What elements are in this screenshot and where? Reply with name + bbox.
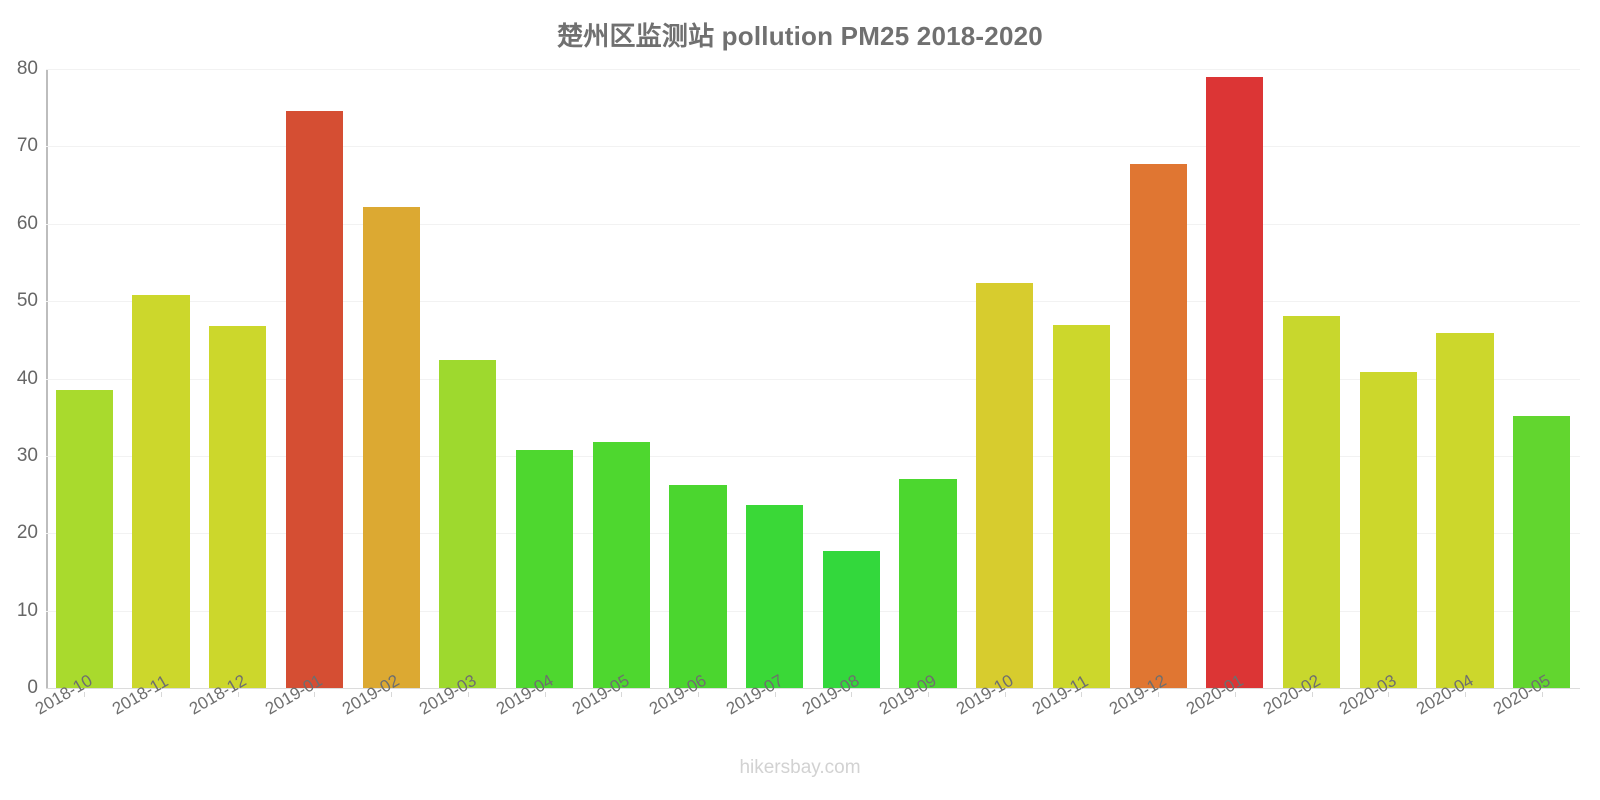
bar-2020-01[interactable] <box>1206 76 1264 688</box>
y-tick-label-70: 70 <box>16 135 38 157</box>
x-tick-mark-2019-09 <box>928 692 930 697</box>
gridline-30 <box>46 455 1580 457</box>
x-tick-mark-2020-05 <box>1541 692 1543 697</box>
bar-2019-09[interactable] <box>899 479 957 688</box>
plot-area <box>46 69 1580 689</box>
bar-2019-02[interactable] <box>362 206 420 688</box>
y-tick-label-0: 0 <box>27 677 38 698</box>
x-tick-mark-2019-06 <box>697 692 699 697</box>
x-tick-mark-2019-02 <box>391 692 393 697</box>
x-tick-mark-2018-12 <box>237 692 239 697</box>
bar-2020-04[interactable] <box>1436 332 1494 688</box>
bar-2020-05[interactable] <box>1513 415 1571 688</box>
chart-title: 楚州区监测站 pollution PM25 2018-2020 <box>557 21 1043 51</box>
x-tick-mark-2019-03 <box>467 692 469 697</box>
y-tick-label-30: 30 <box>16 444 38 466</box>
bar-2019-12[interactable] <box>1129 164 1187 688</box>
bar-2019-11[interactable] <box>1052 325 1111 688</box>
bars-layer <box>46 69 1580 688</box>
bar-2019-04[interactable] <box>515 449 574 688</box>
gridline-70 <box>46 146 1580 148</box>
gridline-10 <box>46 610 1580 612</box>
x-tick-mark-2020-03 <box>1388 692 1390 697</box>
bar-2019-05[interactable] <box>592 441 650 688</box>
gridline-40 <box>46 378 1580 380</box>
bar-2019-01[interactable] <box>285 110 344 688</box>
x-tick-mark-2019-12 <box>1158 692 1160 697</box>
bar-2019-06[interactable] <box>669 485 727 688</box>
bar-2019-08[interactable] <box>822 551 880 688</box>
bar-2018-12[interactable] <box>209 325 267 688</box>
y-tick-label-60: 60 <box>16 212 38 234</box>
x-tick-mark-2019-05 <box>621 692 623 697</box>
x-tick-mark-2019-07 <box>774 692 776 697</box>
gridline-50 <box>46 301 1580 303</box>
bar-2019-07[interactable] <box>746 505 804 688</box>
y-tick-label-20: 20 <box>16 522 38 544</box>
x-tick-mark-2019-04 <box>544 692 546 697</box>
y-tick-label-50: 50 <box>16 290 38 312</box>
x-tick-mark-2019-08 <box>851 692 853 697</box>
x-tick-mark-2020-04 <box>1464 692 1466 697</box>
footer-credit: hikersbay.com <box>739 757 861 778</box>
gridline-80 <box>46 69 1580 70</box>
y-axis-tick-labels: 0 10 20 30 40 50 60 70 80 <box>0 58 38 698</box>
y-tick-label-10: 10 <box>16 599 38 621</box>
bar-2019-03[interactable] <box>439 359 497 688</box>
bar-2018-10[interactable] <box>55 390 113 688</box>
bar-2020-02[interactable] <box>1282 315 1341 688</box>
x-tick-mark-2019-10 <box>1004 692 1006 697</box>
bar-2020-03[interactable] <box>1359 372 1417 688</box>
gridline-60 <box>46 223 1580 225</box>
bar-2018-11[interactable] <box>132 294 190 688</box>
y-tick-label-40: 40 <box>16 367 38 389</box>
bar-2019-10[interactable] <box>976 283 1034 688</box>
y-tick-label-80: 80 <box>16 58 38 79</box>
gridline-0 <box>46 688 1580 689</box>
x-tick-mark-2019-11 <box>1081 692 1083 697</box>
x-tick-mark-2019-01 <box>314 692 316 697</box>
x-tick-mark-2018-10 <box>84 692 86 697</box>
x-axis-tick-labels: 2018-10 2018-11 2018-12 2019-01 2019-02 2019-… <box>32 671 1580 762</box>
x-tick-mark-2018-11 <box>161 692 163 697</box>
gridline-20 <box>46 533 1580 535</box>
x-tick-mark-2020-02 <box>1311 692 1313 697</box>
x-tick-mark-2020-01 <box>1234 692 1236 697</box>
